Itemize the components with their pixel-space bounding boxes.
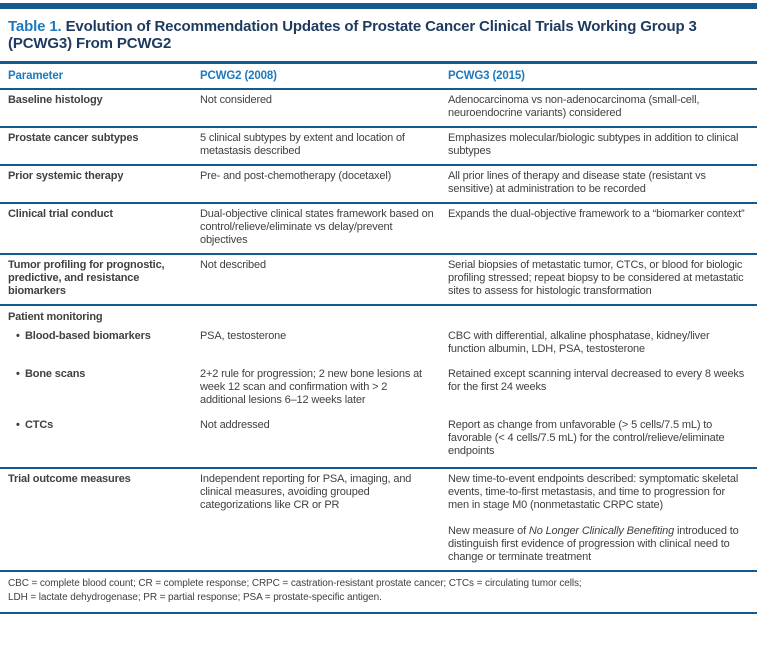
table-row-tumor-profiling: Tumor profiling for prognostic, predicti… bbox=[0, 255, 757, 306]
table-row-prostate-cancer-subtypes: Prostate cancer subtypes 5 clinical subt… bbox=[0, 128, 757, 166]
column-header-pcwg3: PCWG3 (2015) bbox=[448, 70, 525, 82]
subrow-pcwg3-cell: Report as change from unfavorable (> 5 c… bbox=[448, 419, 725, 457]
table-subrow-ctcs: • CTCs Not addressed Report as change fro… bbox=[0, 416, 757, 467]
pcwg3-paragraph-2: New measure of No Longer Clinically Bene… bbox=[448, 525, 745, 564]
paragraph-2-prefix: New measure of bbox=[448, 525, 529, 537]
footnote-line-1: CBC = complete blood count; CR = complet… bbox=[8, 578, 582, 589]
top-rule-bar bbox=[0, 3, 757, 9]
group-heading: Patient monitoring bbox=[8, 311, 103, 323]
row-pcwg3-cell: Emphasizes molecular/biologic subtypes i… bbox=[448, 132, 739, 157]
row-pcwg3-cell: Adenocarcinoma vs non-adenocarcinoma (sm… bbox=[448, 94, 700, 119]
row-pcwg2-cell: Pre- and post-chemotherapy (docetaxel) bbox=[200, 170, 392, 182]
row-pcwg2-cell: Not considered bbox=[200, 94, 272, 106]
table-group-patient-monitoring: Patient monitoring • Blood-based biomarke… bbox=[0, 306, 757, 469]
table-row-prior-systemic-therapy: Prior systemic therapy Pre- and post-che… bbox=[0, 166, 757, 204]
pcwg3-paragraph-1: New time-to-event endpoints described: s… bbox=[448, 473, 739, 511]
table-figure-page: Table 1. Evolution of Recommendation Upd… bbox=[0, 3, 757, 614]
subrow-pcwg2-cell: PSA, testosterone bbox=[200, 330, 287, 342]
footnote-line-2: LDH = lactate dehydrogenase; PR = partia… bbox=[8, 592, 382, 603]
table-row-clinical-trial-conduct: Clinical trial conduct Dual-objective cl… bbox=[0, 204, 757, 255]
table-row-trial-outcome-measures: Trial outcome measures Independent repor… bbox=[0, 469, 757, 572]
row-pcwg3-cell: Expands the dual-objective framework to … bbox=[448, 208, 745, 220]
row-parameter: Trial outcome measures bbox=[8, 473, 131, 485]
row-pcwg2-cell: Not described bbox=[200, 259, 266, 271]
subrow-label: Blood-based biomarkers bbox=[25, 330, 151, 342]
subrow-pcwg3-cell: Retained except scanning interval decrea… bbox=[448, 368, 745, 393]
table-title: Table 1. Evolution of Recommendation Upd… bbox=[0, 9, 757, 61]
table-number: Table 1. bbox=[8, 18, 62, 35]
row-pcwg2-cell: Dual-objective clinical states framework… bbox=[200, 208, 434, 246]
subrow-label: CTCs bbox=[25, 419, 54, 431]
subrow-parameter: • CTCs bbox=[8, 419, 200, 458]
row-parameter: Tumor profiling for prognostic, predicti… bbox=[8, 259, 165, 297]
paragraph-2-italic-phrase: No Longer Clinically Benefiting bbox=[528, 525, 675, 537]
bullet-icon: • bbox=[16, 368, 20, 380]
row-pcwg3-cell: New time-to-event endpoints described: s… bbox=[448, 473, 749, 564]
column-header-pcwg2: PCWG2 (2008) bbox=[200, 70, 277, 82]
row-parameter: Prior systemic therapy bbox=[8, 170, 124, 182]
subrow-parameter: • Bone scans bbox=[8, 368, 200, 407]
title-divider bbox=[0, 61, 757, 64]
bullet-icon: • bbox=[16, 330, 20, 342]
table-header-row: Parameter PCWG2 (2008) PCWG3 (2015) bbox=[0, 64, 757, 90]
row-parameter: Clinical trial conduct bbox=[8, 208, 113, 220]
table-footnotes: CBC = complete blood count; CR = complet… bbox=[0, 572, 757, 614]
row-pcwg3-cell: All prior lines of therapy and disease s… bbox=[448, 170, 706, 195]
row-pcwg2-cell: 5 clinical subtypes by extent and locati… bbox=[200, 132, 405, 157]
subrow-parameter: • Blood-based biomarkers bbox=[8, 330, 200, 356]
table-subrow-blood-based-biomarkers: • Blood-based biomarkers PSA, testosteron… bbox=[0, 327, 757, 365]
row-pcwg2-cell: Independent reporting for PSA, imaging, … bbox=[200, 473, 412, 511]
table-title-text: Evolution of Recommendation Updates of P… bbox=[8, 18, 697, 52]
bullet-icon: • bbox=[16, 419, 20, 431]
subrow-pcwg2-cell: 2+2 rule for progression; 2 new bone les… bbox=[200, 368, 422, 406]
paragraph-2-suffix: introduced to distinguish first evidence… bbox=[448, 525, 739, 563]
table-row-baseline-histology: Baseline histology Not considered Adenoc… bbox=[0, 90, 757, 128]
row-parameter: Baseline histology bbox=[8, 94, 103, 106]
row-parameter: Prostate cancer subtypes bbox=[8, 132, 139, 144]
subrow-pcwg3-cell: CBC with differential, alkaline phosphat… bbox=[448, 330, 710, 355]
column-header-parameter: Parameter bbox=[8, 70, 63, 82]
row-pcwg3-cell: Serial biopsies of metastatic tumor, CTC… bbox=[448, 259, 744, 297]
table-subrow-bone-scans: • Bone scans 2+2 rule for progression; 2 … bbox=[0, 365, 757, 416]
subrow-pcwg2-cell: Not addressed bbox=[200, 419, 270, 431]
subrow-label: Bone scans bbox=[25, 368, 86, 380]
